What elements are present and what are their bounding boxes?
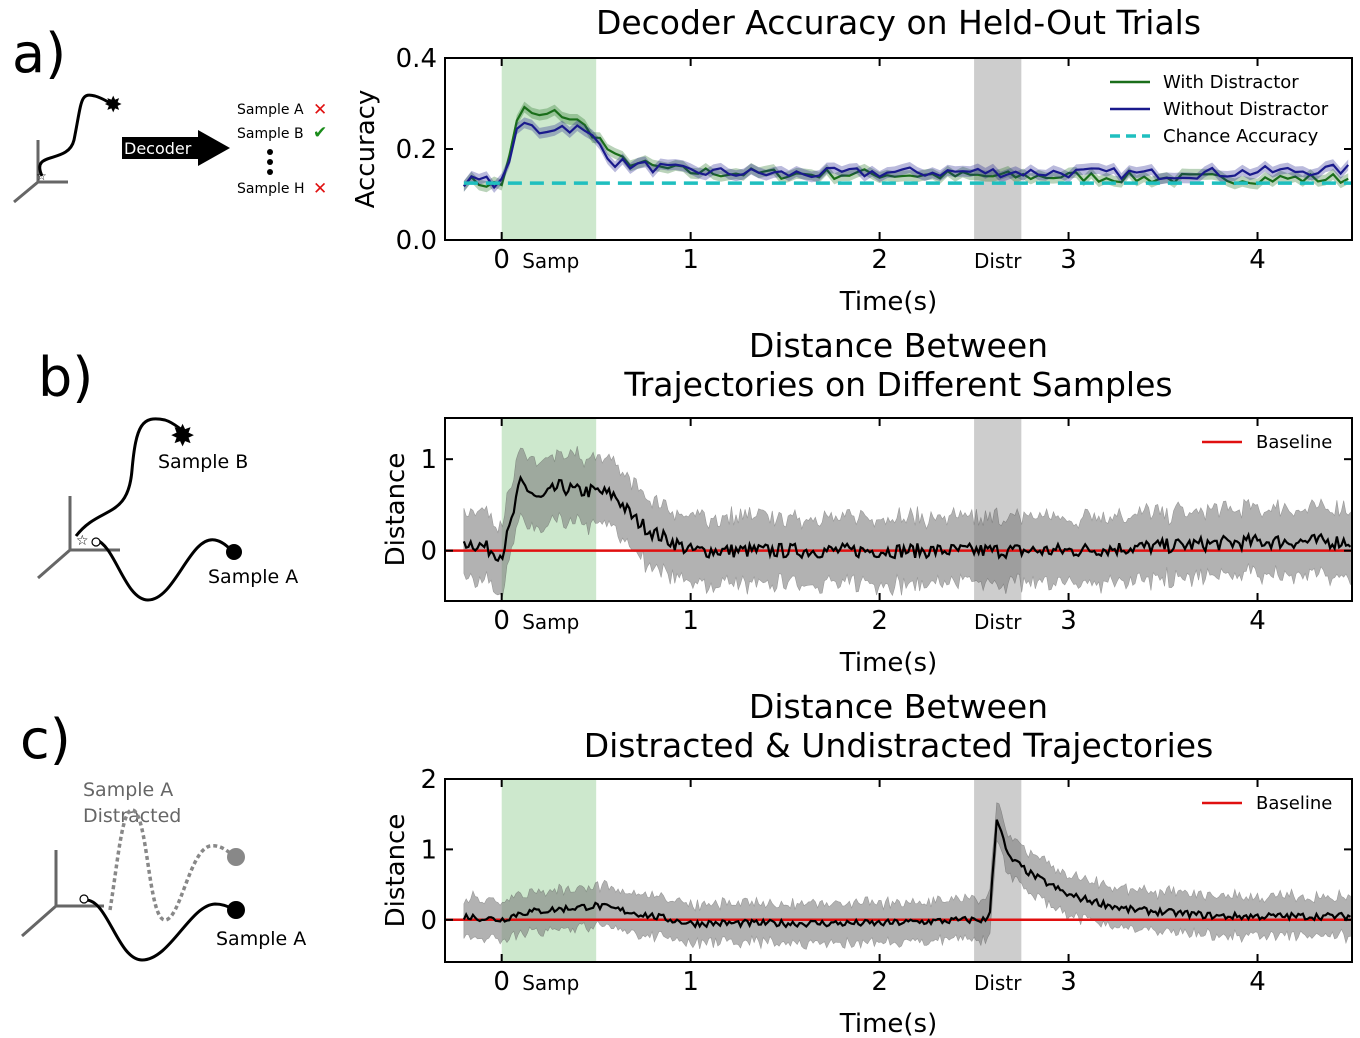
x-axis-label: Time(s) [839,1009,937,1038]
distance-band [463,446,1351,598]
sample-a-label: Sample A [216,928,306,950]
axes-glyph-c [21,850,104,938]
distance-line [462,474,1352,563]
trajectory-undistracted [85,898,237,962]
sample-a-label: Sample A [208,566,298,588]
cross-icon: ✕ [313,100,327,120]
panel-b-letter: b) [38,346,93,409]
x-axis-label: Time(s) [839,287,937,317]
window-label-distr: Distr [974,249,1022,273]
x-tick-label: 3 [1060,606,1077,636]
y-tick-label: 2 [420,765,437,795]
trajectory-sample-b [74,417,187,537]
trajectory-a [38,93,115,177]
chart-title: Distance Between [749,326,1048,365]
plot-frame [444,778,1353,963]
chart-title: Distracted & Undistracted Trajectories [584,726,1214,765]
legend-label: Chance Accuracy [1163,126,1319,147]
series-group [463,101,1352,193]
x-tick-label: 0 [493,967,510,997]
y-tick-label: 1 [420,835,437,865]
y-tick-label: 0.0 [396,226,437,256]
x-tick-label: 2 [871,606,888,636]
chart-decoder-accuracy: Decoder Accuracy on Held-Out Trials 0 1 2 3 4… [351,3,1353,317]
x-tick-label: 3 [1060,245,1077,275]
sample-label-h: Sample H [237,181,304,197]
y-tick-label: 0.4 [396,44,437,74]
x-tick-label: 2 [871,967,888,997]
chart-title: Trajectories on Different Samples [623,365,1172,404]
chart-title: Distance Between [749,687,1048,726]
x-tick-label: 4 [1249,245,1266,275]
x-tick-label: 1 [682,606,699,636]
end-star-icon: ✸ [104,93,122,118]
start-star-icon: ☆ [76,533,89,549]
x-tick-label: 0 [493,245,510,275]
distance-band [463,802,1351,950]
x-tick-label: 3 [1060,967,1077,997]
x-tick-label: 2 [871,245,888,275]
panel-b-schematic: b) ☆ ✸ Sample B Sample A [37,346,298,602]
start-circle-icon [79,894,89,904]
sample-b-label: Sample B [158,451,248,473]
check-icon: ✔ [313,123,327,143]
y-axis-label: Distance [381,814,411,928]
distracted-label-line2: Distracted [83,805,181,827]
series-group [445,802,1352,950]
end-star-icon: ✸ [170,419,195,454]
chart-title: Decoder Accuracy on Held-Out Trials [596,3,1201,42]
trajectory-distracted [108,808,237,922]
y-axis-label: Distance [381,453,411,567]
y-tick-label: 1 [420,445,437,475]
series-line [463,121,1350,190]
legend-label: With Distractor [1163,72,1299,93]
decoder-arrow-icon: Decoder [122,130,230,166]
sample-label-a: Sample A [237,102,304,118]
legend-label: Baseline [1256,793,1332,814]
sample-label-b: Sample B [237,126,304,142]
y-tick-label: 0 [420,906,437,936]
distracted-label-line1: Sample A [83,779,173,801]
series-band [463,101,1349,193]
y-tick-label: 0.2 [396,135,437,165]
distance-line [462,819,1352,929]
window-label-samp: Samp [522,249,579,273]
ellipsis-icon [267,149,273,175]
panel-c-letter: c) [20,708,71,771]
distractor-window [974,58,1022,240]
trajectory-sample-a [95,538,235,602]
window-label-distr: Distr [974,610,1022,634]
start-star-icon: ☆ [36,169,47,183]
panel-a-letter: a) [12,22,66,85]
end-dot-distracted-icon [227,848,245,866]
window-label-distr: Distr [974,971,1022,995]
sample-window [501,58,597,240]
y-tick-label: 0 [420,537,437,567]
x-axis-label: Time(s) [839,648,937,678]
x-tick-label: 4 [1249,967,1266,997]
axes-glyph-b [37,496,120,580]
legend-label: Baseline [1256,432,1332,453]
plot-frame [444,417,1353,602]
window-label-samp: Samp [522,971,579,995]
legend-label: Without Distractor [1163,99,1329,120]
panel-a-schematic: a) ☆ ✸ Decoder Sample A ✕ Sample B ✔ Sam… [12,22,327,204]
series-group [445,446,1352,598]
y-axis-label: Accuracy [351,90,381,209]
x-tick-label: 4 [1249,606,1266,636]
end-dot-icon [226,544,242,560]
x-tick-label: 1 [682,967,699,997]
start-circle-icon [91,537,101,547]
panel-c-schematic: c) Sample A Distracted Sample A [20,708,306,962]
window-label-samp: Samp [522,610,579,634]
x-tick-label: 1 [682,245,699,275]
axes-glyph-a [13,140,68,204]
x-tick-label: 0 [493,606,510,636]
cross-icon: ✕ [313,179,327,199]
decoder-label: Decoder [124,139,192,158]
end-dot-icon [227,901,245,919]
